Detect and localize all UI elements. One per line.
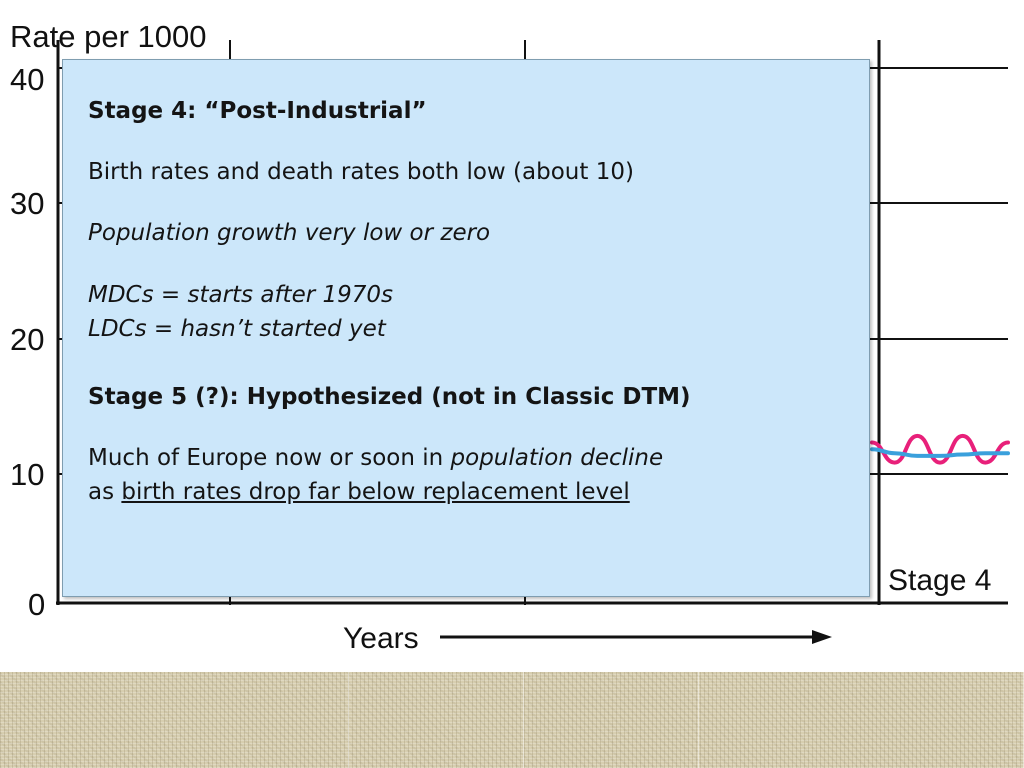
stage4-heading: Stage 4: “Post-Industrial” xyxy=(88,98,427,124)
stage-label: Stage 4 xyxy=(888,564,991,597)
stage4-rates: Birth rates and death rates both low (ab… xyxy=(88,159,634,185)
series-group xyxy=(870,433,1010,465)
europe-text-b: population decline xyxy=(450,445,664,471)
ldcs-line: LDCs = hasn’t started yet xyxy=(88,316,386,342)
death-rate-line xyxy=(870,447,1010,458)
mdcs-line: MDCs = starts after 1970s xyxy=(88,282,393,308)
y-tick-label: 10 xyxy=(10,457,44,492)
europe-text-c: as xyxy=(88,479,122,505)
footer-segment xyxy=(349,672,524,768)
europe-text-a: Much of Europe now or soon in xyxy=(88,445,451,471)
x-axis-title: Years xyxy=(343,622,419,655)
x-axis-arrow-icon xyxy=(812,630,832,644)
stage5-heading: Stage 5 (?): Hypothesized (not in Classi… xyxy=(88,384,691,410)
europe-line-2: as birth rates drop far below replacemen… xyxy=(88,475,630,509)
textured-footer xyxy=(0,672,1024,768)
y-tick-label: 0 xyxy=(28,587,45,622)
birth-rate-line xyxy=(870,433,1010,465)
y-tick-label: 20 xyxy=(10,322,44,357)
europe-text-d: birth rates drop far below replacement l… xyxy=(121,479,630,505)
y-tick-label: 30 xyxy=(10,186,44,221)
footer-segment xyxy=(0,672,349,768)
footer-segment xyxy=(524,672,699,768)
y-tick-label: 40 xyxy=(10,62,44,97)
europe-line-1: Much of Europe now or soon in population… xyxy=(88,441,663,475)
y-axis-title: Rate per 1000 xyxy=(10,19,206,54)
stage4-growth: Population growth very low or zero xyxy=(88,220,491,246)
footer-segment xyxy=(699,672,1024,768)
info-panel: Stage 4: “Post-Industrial” Birth rates a… xyxy=(62,59,870,597)
